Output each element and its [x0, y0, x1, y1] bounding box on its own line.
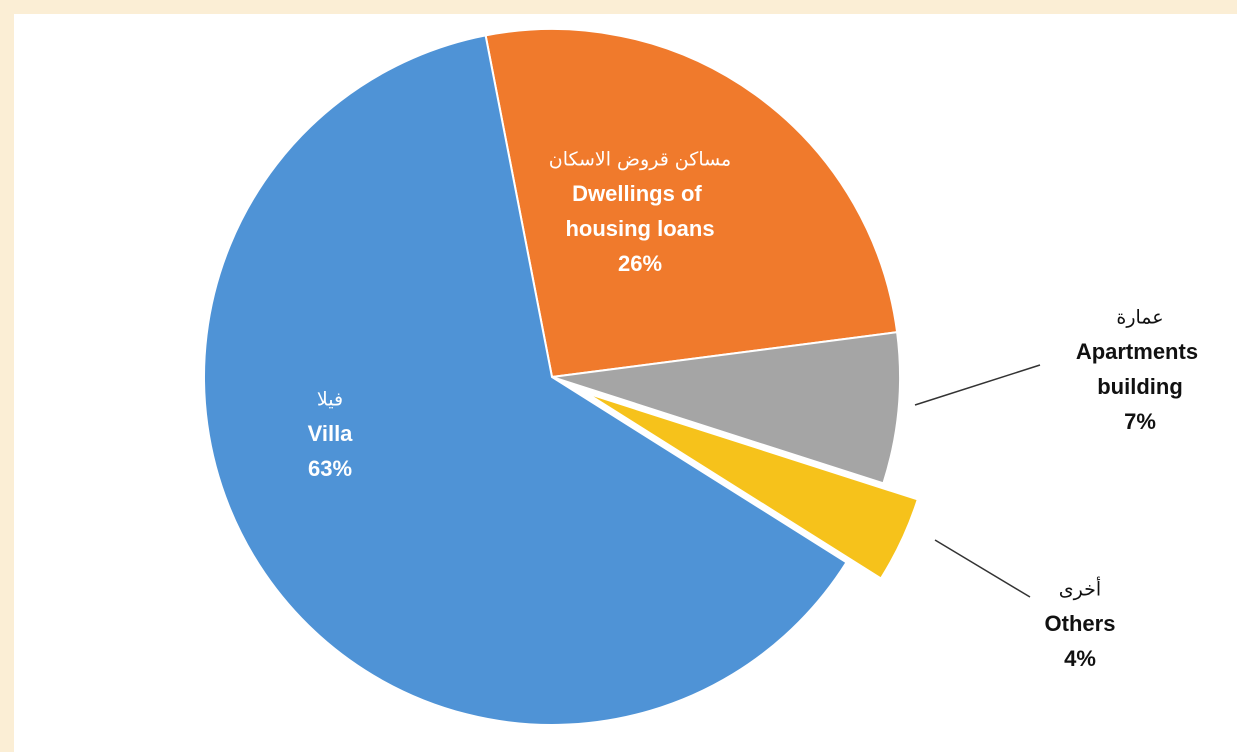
value-label: 26% — [618, 251, 662, 276]
slice-label: Dwellings of housing loans — [565, 181, 714, 241]
leader-line — [934, 539, 1031, 598]
value-label: 4% — [1064, 646, 1096, 671]
slice-label-arabic: أخرى — [1059, 577, 1101, 601]
pie-slice — [551, 331, 901, 485]
slice-label: Others — [1045, 611, 1116, 636]
value-label: 63% — [308, 456, 352, 481]
slice-label-arabic: عمارة — [1116, 307, 1163, 329]
pie-slice — [203, 34, 848, 726]
leader-line — [914, 364, 1041, 406]
slice-label: Villa — [308, 421, 354, 446]
slice-label-arabic: مساكن قروض الاسكان — [549, 149, 732, 171]
slice-label: Apartments building — [1076, 339, 1204, 399]
pie-slice — [585, 392, 920, 580]
slice-label-arabic: فيلا — [317, 389, 343, 411]
value-label: 7% — [1124, 409, 1156, 434]
pie-slice — [484, 28, 899, 379]
